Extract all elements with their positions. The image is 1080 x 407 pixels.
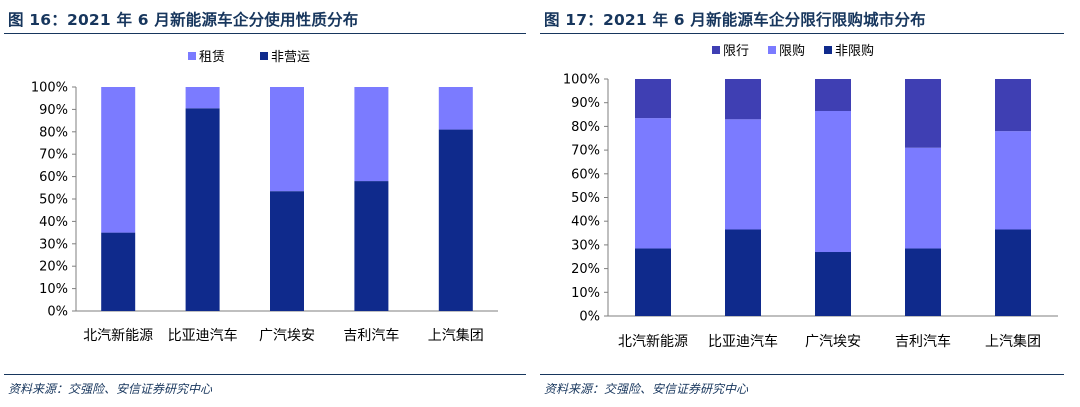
right-panel: 图 17：2021 年 6 月新能源车企分限行限购城市分布 限行 限购 非限购 0% 1…: [536, 0, 1064, 407]
y-tick-label: 100%: [563, 73, 600, 88]
left-panel: 图 16：2021 年 6 月新能源车企分使用性质分布 租赁 非营运 0% 10% 20…: [0, 0, 526, 407]
bar-segment: [270, 191, 304, 311]
y-tick-label: 0%: [47, 305, 68, 320]
legend-label: 租赁: [199, 50, 225, 65]
y-tick-label: 10%: [571, 286, 600, 301]
legend-label: 非限购: [835, 43, 874, 59]
source-note: 资料来源：交强险、安信证券研究中心: [544, 382, 749, 396]
y-tick-label: 30%: [39, 237, 68, 252]
bar-segment: [354, 181, 389, 311]
y-tick-label: 40%: [39, 215, 68, 230]
bar-segment: [635, 118, 671, 249]
bar-segment: [438, 87, 473, 130]
source-note: 资料来源：交强险、安信证券研究中心: [8, 382, 213, 396]
x-category-label: 北汽新能源: [83, 328, 153, 344]
x-category-label: 比亚迪汽车: [708, 333, 778, 350]
bar-segment: [185, 87, 220, 109]
bar-segment: [185, 108, 220, 311]
legend-swatch: [768, 46, 776, 54]
y-tick-label: 80%: [39, 125, 68, 140]
x-category-label: 上汽集团: [428, 327, 484, 344]
y-tick-label: 60%: [571, 167, 600, 182]
bar-segment: [905, 147, 941, 249]
bar-segment: [815, 252, 851, 316]
y-tick-label: 80%: [571, 120, 600, 135]
title-divider: [540, 33, 1064, 34]
bar-segment: [101, 87, 136, 233]
y-tick-label: 60%: [39, 170, 68, 185]
y-tick-label: 100%: [31, 81, 68, 96]
restriction-city-chart: 限行 限购 非限购 0% 10% 20% 30% 40% 50% 60% 70% 80% 90% 100%…: [563, 43, 1058, 350]
x-category-label: 比亚迪汽车: [168, 327, 238, 344]
legend-label: 非营运: [271, 50, 310, 65]
legend-swatch: [712, 46, 720, 54]
legend-swatch: [260, 52, 268, 60]
y-tick-label: 90%: [39, 103, 68, 118]
legend-label: 限行: [723, 44, 749, 59]
y-tick-label: 0%: [579, 310, 600, 325]
x-category-label: 广汽埃安: [259, 328, 315, 344]
bar-segment: [725, 229, 761, 316]
x-category-label: 广汽埃安: [805, 334, 861, 350]
y-tick-label: 70%: [39, 148, 68, 163]
x-category-label: 北汽新能源: [618, 334, 688, 350]
y-tick-label: 20%: [571, 262, 600, 277]
bar-segment: [438, 129, 473, 311]
y-tick-label: 50%: [571, 191, 600, 206]
y-tick-label: 40%: [571, 215, 600, 230]
chart-title: 图 17：2021 年 6 月新能源车企分限行限购城市分布: [544, 11, 926, 29]
bar-segment: [815, 110, 851, 253]
title-divider: [4, 33, 526, 34]
bar-segment: [995, 229, 1031, 316]
bar-segment: [905, 79, 941, 148]
chart-title: 图 16：2021 年 6 月新能源车企分使用性质分布: [8, 11, 359, 29]
bar-segment: [725, 79, 761, 120]
bar-segment: [270, 87, 304, 192]
usage-type-chart: 租赁 非营运 0% 10% 20% 30% 40% 50% 60% 70% 80% 90% 100% 北汽…: [31, 50, 498, 344]
source-divider: [540, 374, 1064, 375]
bar-segment: [815, 79, 851, 111]
legend-label: 限购: [779, 43, 805, 59]
y-tick-label: 10%: [39, 282, 68, 297]
legend-swatch: [824, 46, 832, 54]
bar-segment: [635, 79, 671, 119]
bar-segment: [995, 79, 1031, 132]
bar-segment: [635, 248, 671, 316]
x-category-label: 吉利汽车: [343, 327, 399, 344]
y-tick-label: 20%: [39, 260, 68, 275]
y-tick-label: 50%: [39, 193, 68, 208]
legend-swatch: [188, 52, 196, 60]
source-divider: [4, 374, 526, 375]
bar-segment: [905, 248, 941, 316]
bar-segment: [725, 119, 761, 230]
y-tick-label: 70%: [571, 144, 600, 159]
x-category-label: 吉利汽车: [895, 333, 951, 350]
bar-segment: [101, 232, 136, 311]
bar-segment: [995, 131, 1031, 230]
y-tick-label: 30%: [571, 238, 600, 253]
bar-segment: [354, 87, 389, 182]
y-tick-label: 90%: [571, 96, 600, 111]
x-category-label: 上汽集团: [985, 333, 1041, 350]
